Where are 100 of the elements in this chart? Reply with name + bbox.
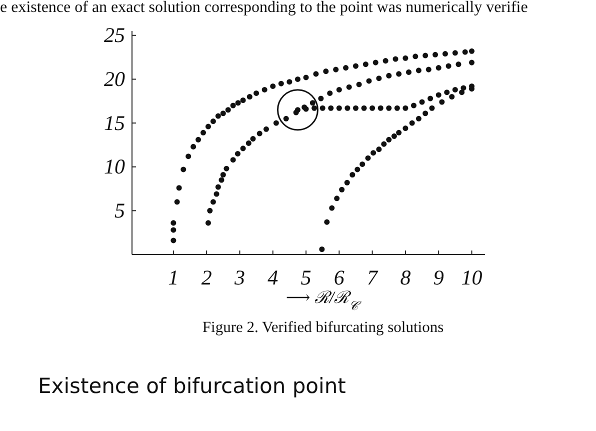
x-tick-label: 10 — [461, 266, 483, 290]
point — [246, 140, 252, 146]
point — [361, 105, 367, 111]
point — [428, 96, 434, 102]
point — [230, 157, 236, 163]
point — [170, 238, 176, 244]
point — [303, 74, 309, 80]
point — [218, 177, 224, 183]
point — [452, 86, 458, 92]
point — [327, 90, 333, 96]
point — [452, 50, 458, 56]
point — [283, 116, 289, 122]
point — [396, 130, 402, 136]
point — [313, 71, 319, 77]
x-tick-label: 3 — [233, 266, 245, 290]
point — [190, 144, 196, 150]
point — [386, 105, 392, 111]
point — [365, 155, 371, 161]
point — [352, 105, 358, 111]
point — [200, 130, 206, 136]
point — [406, 69, 412, 75]
point — [320, 105, 326, 111]
point — [174, 199, 180, 205]
point — [402, 55, 408, 61]
point — [429, 105, 435, 111]
point — [234, 150, 240, 156]
point — [410, 102, 416, 108]
point — [225, 107, 231, 113]
point — [207, 208, 213, 214]
caption: Figure 2. Verified bifurcating solutions — [202, 319, 444, 336]
point — [354, 166, 360, 172]
point — [402, 126, 408, 132]
point — [205, 124, 211, 130]
y-tick-label: 10 — [104, 154, 126, 179]
point — [376, 146, 382, 152]
point — [446, 63, 452, 69]
point — [328, 105, 334, 111]
point — [392, 56, 398, 62]
point — [444, 90, 450, 96]
point — [235, 100, 241, 106]
point — [456, 62, 462, 68]
point — [215, 184, 221, 190]
point — [382, 58, 388, 64]
point — [344, 105, 350, 111]
point — [196, 136, 202, 142]
point — [416, 68, 422, 74]
text: e existence of an exact solution corresponding to the point was numerically verifie — [0, 0, 528, 16]
point — [442, 51, 448, 57]
y-tick-label: 20 — [104, 66, 126, 91]
point — [394, 105, 400, 111]
point — [318, 96, 324, 102]
x-tick-label: 9 — [433, 266, 444, 290]
point — [324, 219, 330, 225]
point — [336, 86, 342, 92]
point — [346, 84, 352, 90]
point — [329, 205, 335, 211]
point — [422, 52, 428, 58]
point — [362, 62, 368, 68]
point — [210, 199, 216, 205]
point — [344, 180, 350, 186]
point — [278, 80, 284, 86]
point — [460, 85, 466, 91]
x-axis-title: ⟶ ℛ/ℛ$_{𝒞}$ — [286, 288, 362, 313]
point — [294, 76, 300, 82]
point — [230, 102, 236, 108]
point — [339, 186, 345, 192]
point — [224, 166, 230, 172]
point — [350, 172, 356, 178]
point — [310, 100, 316, 106]
point — [262, 86, 268, 92]
point — [333, 66, 339, 72]
point — [468, 48, 475, 54]
point — [391, 133, 397, 139]
point — [459, 90, 465, 96]
point — [378, 105, 384, 111]
point — [372, 60, 378, 66]
point — [205, 220, 211, 226]
point — [356, 82, 362, 88]
point — [462, 49, 468, 55]
point — [422, 110, 428, 116]
point — [402, 105, 408, 111]
point — [220, 110, 226, 116]
text: Existence of bifurcation point — [38, 374, 346, 398]
point — [170, 220, 176, 226]
point — [263, 126, 270, 132]
point — [416, 116, 422, 122]
point — [214, 191, 220, 197]
x-tick-label: 5 — [300, 266, 312, 290]
point — [370, 150, 376, 156]
x-tick-label: 2 — [201, 266, 212, 290]
point — [352, 63, 358, 69]
point — [419, 99, 425, 105]
point — [343, 65, 349, 71]
point — [220, 172, 226, 178]
point — [336, 105, 342, 111]
point — [412, 54, 418, 60]
point — [246, 94, 252, 100]
y-tick-label: 25 — [104, 23, 125, 48]
point — [381, 141, 387, 147]
point — [170, 227, 176, 233]
